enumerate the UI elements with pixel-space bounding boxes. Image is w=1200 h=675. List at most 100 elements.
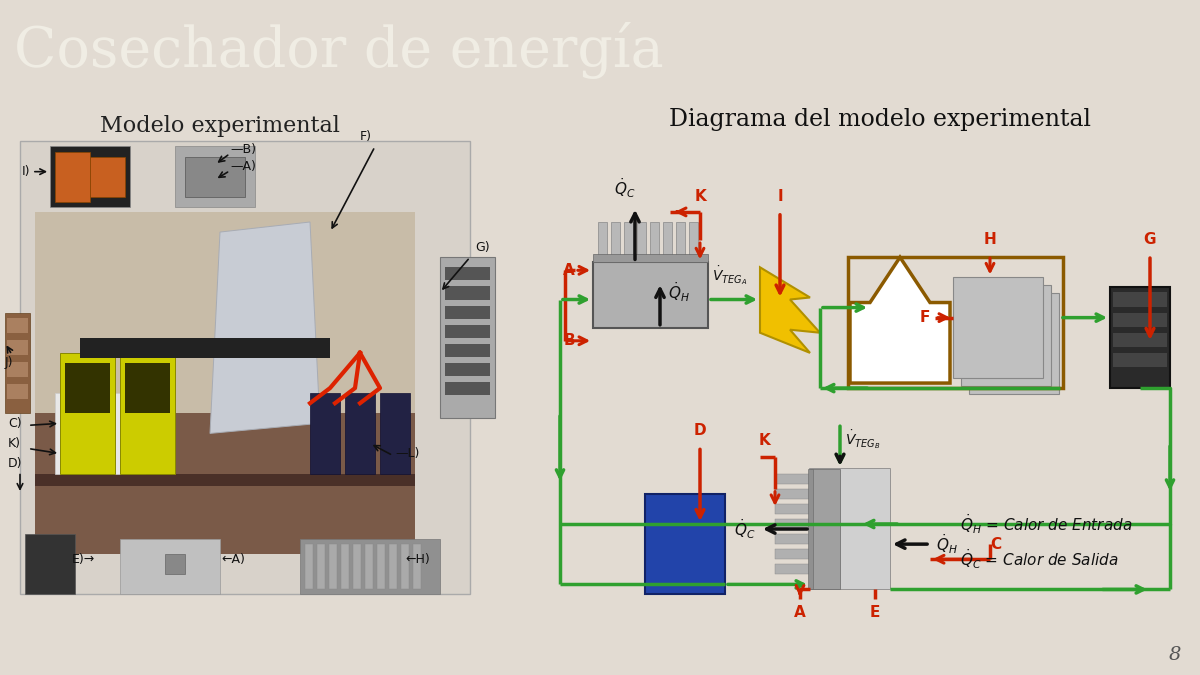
- Bar: [305, 544, 313, 589]
- Text: Modelo experimental: Modelo experimental: [100, 115, 340, 137]
- Text: C: C: [990, 537, 1001, 551]
- Bar: [810, 468, 840, 589]
- Bar: [1114, 353, 1166, 367]
- Bar: [185, 157, 245, 197]
- Bar: [650, 222, 659, 257]
- Bar: [593, 263, 708, 327]
- Bar: [120, 539, 220, 595]
- Text: $\dot{Q}_C$: $\dot{Q}_C$: [614, 176, 636, 200]
- Polygon shape: [850, 257, 950, 383]
- Bar: [676, 222, 685, 257]
- Text: $\dot{Q}_H$: $\dot{Q}_H$: [668, 281, 690, 304]
- Bar: [35, 212, 415, 413]
- Text: A: A: [794, 605, 806, 620]
- Text: E)→: E)→: [72, 553, 95, 566]
- Bar: [775, 549, 810, 559]
- Bar: [120, 353, 175, 474]
- Bar: [5, 313, 30, 413]
- Bar: [593, 254, 708, 263]
- Bar: [175, 146, 256, 207]
- Bar: [445, 382, 490, 395]
- Bar: [300, 539, 440, 595]
- Bar: [317, 544, 325, 589]
- Bar: [775, 489, 810, 499]
- Bar: [380, 393, 410, 474]
- Bar: [65, 363, 110, 413]
- Bar: [7, 340, 28, 355]
- Bar: [35, 413, 415, 554]
- Bar: [611, 222, 620, 257]
- Text: D: D: [694, 423, 707, 439]
- Bar: [440, 257, 496, 418]
- Bar: [346, 393, 374, 474]
- Bar: [445, 267, 490, 280]
- Bar: [377, 544, 385, 589]
- Bar: [775, 519, 810, 529]
- Bar: [1114, 292, 1166, 306]
- Text: I: I: [778, 189, 782, 204]
- Bar: [25, 534, 74, 595]
- Bar: [413, 544, 421, 589]
- Bar: [775, 474, 810, 484]
- Bar: [953, 277, 1043, 378]
- Bar: [810, 468, 890, 589]
- Bar: [125, 363, 170, 413]
- Bar: [775, 504, 810, 514]
- Bar: [775, 564, 810, 574]
- Polygon shape: [810, 468, 890, 589]
- Text: C): C): [8, 417, 22, 430]
- Bar: [445, 325, 490, 338]
- Text: K: K: [694, 189, 706, 204]
- Text: K): K): [8, 437, 22, 450]
- Bar: [970, 294, 1060, 394]
- Text: ←H): ←H): [406, 553, 430, 566]
- Bar: [341, 544, 349, 589]
- Bar: [35, 212, 415, 554]
- Bar: [808, 468, 814, 589]
- Text: $\dot{Q}_H$ = Calor de Entrada: $\dot{Q}_H$ = Calor de Entrada: [960, 512, 1133, 536]
- Text: J): J): [5, 356, 13, 369]
- Bar: [598, 222, 607, 257]
- Bar: [55, 151, 90, 202]
- Text: F: F: [919, 310, 930, 325]
- Text: Diagrama del modelo experimental: Diagrama del modelo experimental: [670, 108, 1091, 131]
- Text: —L): —L): [395, 447, 419, 460]
- Bar: [637, 222, 646, 257]
- Bar: [445, 363, 490, 376]
- Text: 8: 8: [1169, 646, 1181, 664]
- Text: D): D): [8, 457, 23, 470]
- Text: B: B: [563, 333, 575, 348]
- Bar: [310, 393, 340, 474]
- Bar: [90, 157, 125, 197]
- Bar: [20, 142, 470, 595]
- Bar: [961, 286, 1051, 386]
- Bar: [7, 362, 28, 377]
- Text: $\dot{Q}_C$ = Calor de Salida: $\dot{Q}_C$ = Calor de Salida: [960, 547, 1118, 571]
- Text: —A): —A): [230, 160, 256, 173]
- Bar: [389, 544, 397, 589]
- Bar: [662, 222, 672, 257]
- Text: ←A): ←A): [221, 553, 245, 566]
- Bar: [445, 286, 490, 300]
- Bar: [1114, 313, 1166, 327]
- Bar: [401, 544, 409, 589]
- Text: $\dot{V}_{TEG_A}$: $\dot{V}_{TEG_A}$: [713, 265, 748, 288]
- Bar: [1110, 288, 1170, 388]
- Bar: [35, 474, 415, 486]
- Bar: [353, 544, 361, 589]
- Bar: [624, 222, 634, 257]
- Text: K: K: [758, 433, 770, 448]
- Polygon shape: [210, 222, 320, 433]
- Bar: [80, 338, 330, 358]
- Text: —B): —B): [230, 143, 256, 156]
- Bar: [689, 222, 698, 257]
- Text: A: A: [563, 263, 575, 278]
- Bar: [775, 534, 810, 544]
- Bar: [50, 146, 130, 207]
- Text: Cosechador de energía: Cosechador de energía: [14, 22, 664, 78]
- Text: $\dot{Q}_H$: $\dot{Q}_H$: [936, 533, 958, 556]
- Bar: [60, 353, 115, 474]
- Bar: [365, 544, 373, 589]
- Polygon shape: [760, 267, 820, 353]
- Bar: [848, 257, 1063, 388]
